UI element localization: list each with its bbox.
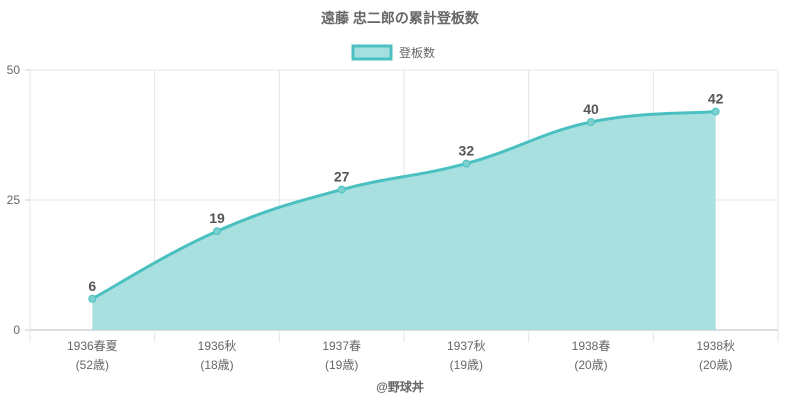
data-point[interactable]	[587, 118, 595, 126]
data-point[interactable]	[462, 159, 471, 168]
data-point[interactable]	[337, 185, 346, 194]
x-tick-label: 1938秋	[696, 339, 735, 353]
data-label: 6	[88, 278, 96, 294]
y-tick-label: 0	[13, 323, 20, 337]
data-point[interactable]	[711, 107, 720, 116]
x-tick-label: 1936春夏	[67, 339, 118, 353]
x-tick-label: 1937春	[322, 339, 361, 353]
data-point[interactable]	[213, 227, 221, 236]
series-area	[92, 111, 716, 330]
data-label: 32	[459, 143, 475, 159]
x-tick-label: 1936秋	[198, 339, 237, 353]
legend-label[interactable]: 登板数	[399, 45, 435, 60]
series-line	[91, 110, 716, 301]
data-point[interactable]	[88, 294, 97, 303]
x-tick-sublabel: (19歳)	[325, 358, 358, 372]
data-label: 40	[583, 101, 599, 117]
x-tick-sublabel: (20歳)	[574, 358, 607, 372]
x-tick-sublabel: (19歳)	[450, 358, 483, 372]
y-tick-label: 25	[7, 193, 21, 207]
x-tick-sublabel: (18歳)	[200, 358, 233, 372]
data-label: 19	[209, 210, 225, 226]
data-label: 42	[708, 91, 724, 107]
x-tick-sublabel: (20歳)	[699, 358, 732, 372]
x-tick-label: 1938春	[572, 339, 611, 353]
x-tick-sublabel: (52歳)	[76, 358, 109, 372]
legend-swatch[interactable]	[351, 44, 393, 61]
y-tick-label: 50	[7, 63, 21, 77]
data-label: 27	[334, 169, 350, 185]
x-tick-label: 1937秋	[447, 339, 486, 353]
credit: @野球丼	[376, 379, 424, 394]
chart-title: 遠藤 忠二郎の累計登板数	[321, 10, 480, 26]
